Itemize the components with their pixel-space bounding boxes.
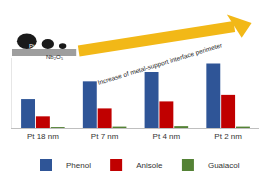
svg-text:Pt: Pt [29,43,35,49]
svg-text:Increase of metal-support inte: Increase of metal-support interface peri… [97,41,224,87]
svg-text:Nb₂O₅: Nb₂O₅ [46,54,64,60]
svg-text:Pt 18 nm: Pt 18 nm [27,132,59,141]
svg-text:Anisole: Anisole [136,161,163,170]
svg-text:Pt 4 nm: Pt 4 nm [153,132,181,141]
svg-text:Phenol: Phenol [66,161,91,170]
svg-text:Pt 7 nm: Pt 7 nm [91,132,119,141]
svg-text:Pt 2 nm: Pt 2 nm [214,132,242,141]
svg-text:Guaiacol: Guaiacol [208,161,240,170]
